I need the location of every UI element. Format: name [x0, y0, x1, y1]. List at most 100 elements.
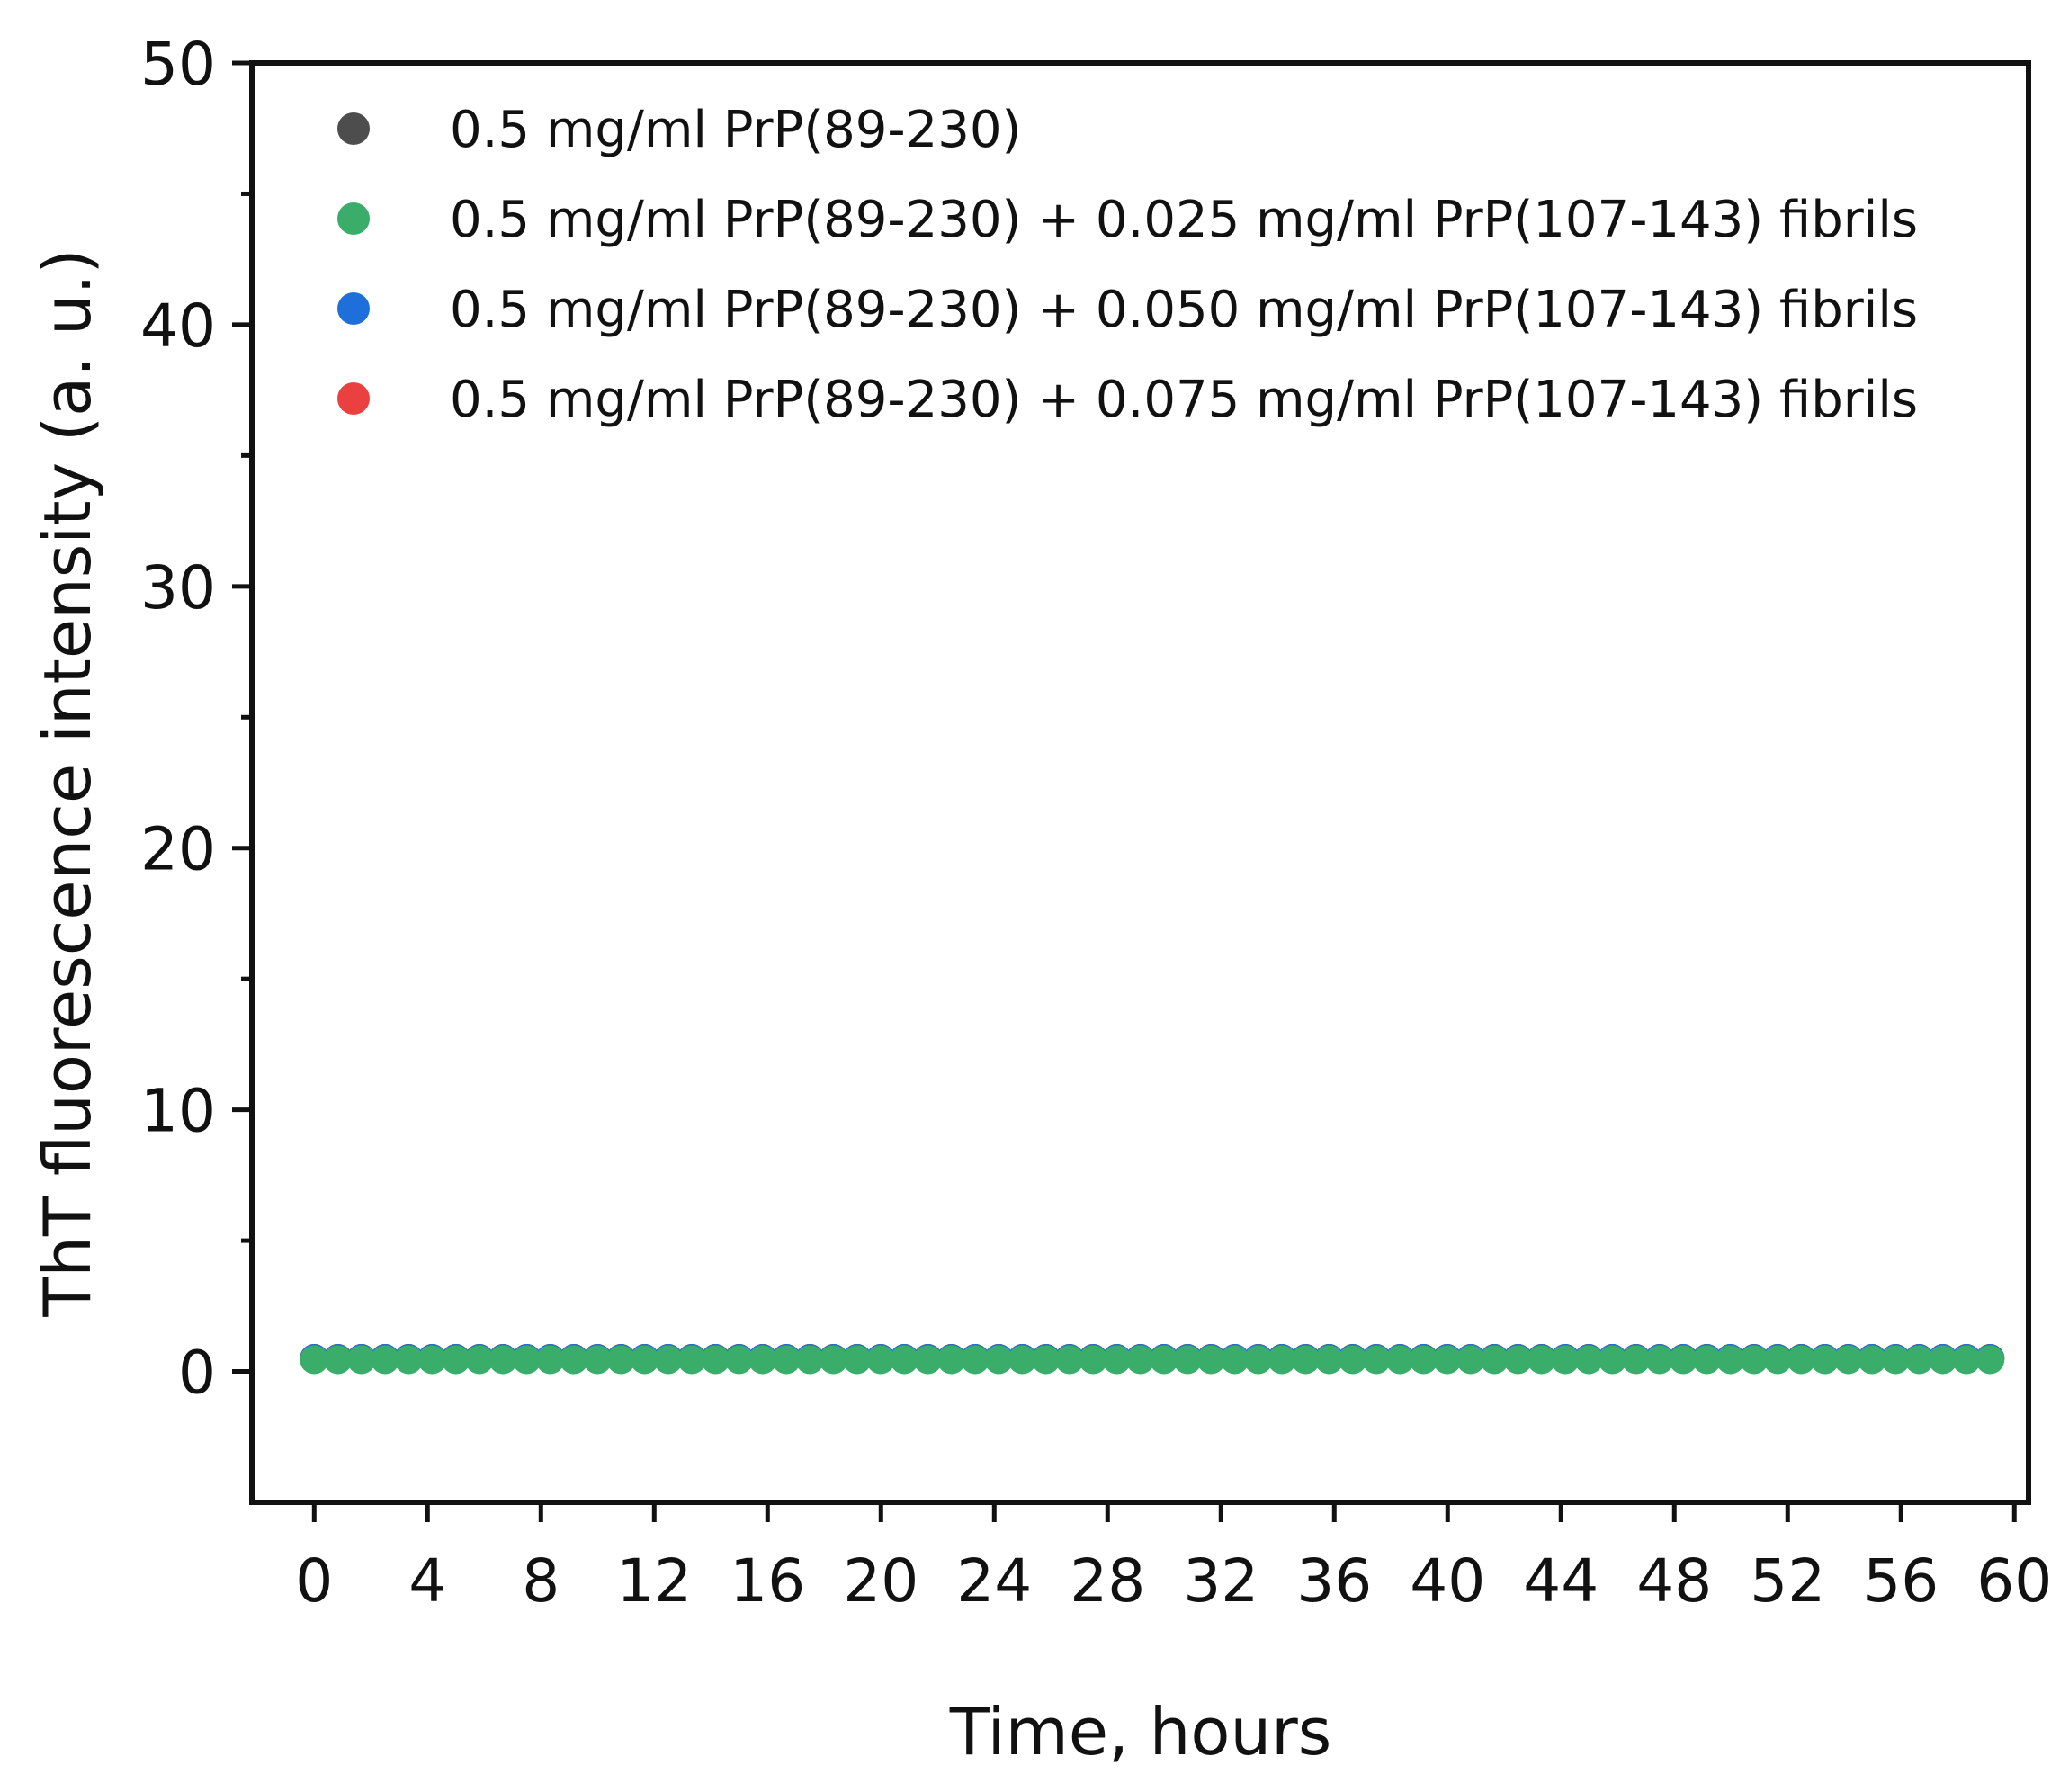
- data-point: [1102, 1345, 1132, 1375]
- data-point: [1787, 1345, 1816, 1375]
- data-points: [300, 1344, 2005, 1375]
- data-point: [1079, 1345, 1108, 1375]
- data-point: [701, 1345, 730, 1375]
- x-tick-label: 36: [1296, 1546, 1372, 1616]
- data-point: [1692, 1345, 1722, 1375]
- data-point: [1314, 1345, 1344, 1375]
- data-point: [1598, 1345, 1627, 1375]
- data-point: [1456, 1345, 1486, 1375]
- data-point: [677, 1345, 707, 1375]
- x-tick-label: 52: [1750, 1546, 1825, 1616]
- data-point: [772, 1345, 802, 1375]
- data-point: [1574, 1345, 1604, 1375]
- data-point: [960, 1345, 990, 1375]
- x-tick-label: 44: [1523, 1546, 1599, 1616]
- data-point: [748, 1345, 777, 1375]
- data-point: [1220, 1345, 1249, 1375]
- data-point: [1503, 1345, 1533, 1375]
- x-tick-label: 28: [1070, 1546, 1145, 1616]
- x-tick-label: 48: [1636, 1546, 1712, 1616]
- data-point: [1763, 1345, 1793, 1375]
- data-point: [1810, 1345, 1840, 1375]
- legend-marker: [337, 292, 370, 325]
- data-point: [1054, 1345, 1084, 1375]
- data-point: [1621, 1345, 1651, 1375]
- data-point: [371, 1345, 400, 1375]
- data-point: [464, 1345, 494, 1375]
- data-point: [1833, 1345, 1863, 1375]
- data-point: [1125, 1345, 1155, 1375]
- plot-area-frame: [249, 60, 2031, 1505]
- data-point: [653, 1345, 683, 1375]
- data-point: [417, 1345, 447, 1375]
- data-point: [1952, 1345, 1982, 1375]
- data-point: [1385, 1345, 1415, 1375]
- data-point: [323, 1345, 353, 1375]
- data-point: [630, 1345, 659, 1375]
- data-point: [984, 1345, 1014, 1375]
- data-point: [1291, 1345, 1321, 1375]
- legend-label: 0.5 mg/ml PrP(89-230) + 0.025 mg/ml PrP(…: [450, 191, 1918, 249]
- y-axis-title: ThT fluorescence intensity (a. u.): [30, 248, 105, 1317]
- y-tick-label: 50: [140, 30, 216, 99]
- data-point: [913, 1345, 943, 1375]
- legend-label: 0.5 mg/ml PrP(89-230): [450, 101, 1021, 159]
- data-point: [488, 1345, 518, 1375]
- y-tick-label: 30: [140, 553, 216, 623]
- data-point: [866, 1345, 896, 1375]
- data-point: [724, 1345, 754, 1375]
- data-point: [1173, 1345, 1203, 1375]
- data-point: [559, 1345, 588, 1375]
- data-point: [1432, 1345, 1462, 1375]
- legend: 0.5 mg/ml PrP(89-230) 0.5 mg/ml PrP(89-23…: [337, 101, 1918, 429]
- y-tick-label: 10: [140, 1077, 216, 1146]
- data-point: [1527, 1345, 1556, 1375]
- data-point: [1149, 1345, 1178, 1375]
- data-point: [1858, 1345, 1887, 1375]
- y-tick-label: 40: [140, 291, 216, 361]
- data-point: [394, 1345, 424, 1375]
- x-tick-label: 0: [295, 1546, 333, 1616]
- data-point: [606, 1345, 636, 1375]
- x-tick-label: 8: [522, 1546, 560, 1616]
- legend-marker: [337, 112, 370, 145]
- data-point: [1480, 1345, 1509, 1375]
- data-point: [1881, 1345, 1911, 1375]
- data-point: [1550, 1345, 1580, 1375]
- data-point: [441, 1345, 470, 1375]
- x-tick-label: 4: [408, 1546, 446, 1616]
- data-point: [300, 1345, 329, 1375]
- data-point: [936, 1345, 966, 1375]
- data-point: [1644, 1345, 1674, 1375]
- data-point: [346, 1345, 376, 1375]
- y-tick-label: 0: [178, 1339, 216, 1408]
- x-tick-label: 56: [1863, 1546, 1939, 1616]
- data-point: [1196, 1345, 1226, 1375]
- data-point: [819, 1345, 848, 1375]
- x-axis-title: Time, hours: [949, 1694, 1331, 1770]
- x-tick-label: 60: [1976, 1546, 2052, 1616]
- data-point: [1267, 1345, 1297, 1375]
- x-tick-label: 40: [1410, 1546, 1485, 1616]
- data-point: [535, 1345, 565, 1375]
- data-point: [1338, 1345, 1367, 1375]
- x-tick-label: 20: [843, 1546, 918, 1616]
- data-point: [1904, 1345, 1934, 1375]
- data-point: [1669, 1345, 1698, 1375]
- y-tick-label: 20: [140, 815, 216, 884]
- legend-label: 0.5 mg/ml PrP(89-230) + 0.075 mg/ml PrP(…: [450, 371, 1918, 429]
- x-tick-label: 24: [956, 1546, 1032, 1616]
- data-point: [890, 1345, 919, 1375]
- data-point: [1008, 1345, 1037, 1375]
- data-point: [1928, 1345, 1957, 1375]
- data-point: [1031, 1345, 1061, 1375]
- x-tick-label: 12: [616, 1546, 692, 1616]
- x-tick-label: 16: [730, 1546, 805, 1616]
- data-point: [512, 1345, 542, 1375]
- data-point: [1739, 1345, 1769, 1375]
- data-point: [1409, 1345, 1438, 1375]
- x-tick-label: 32: [1183, 1546, 1258, 1616]
- data-point: [1975, 1345, 2005, 1375]
